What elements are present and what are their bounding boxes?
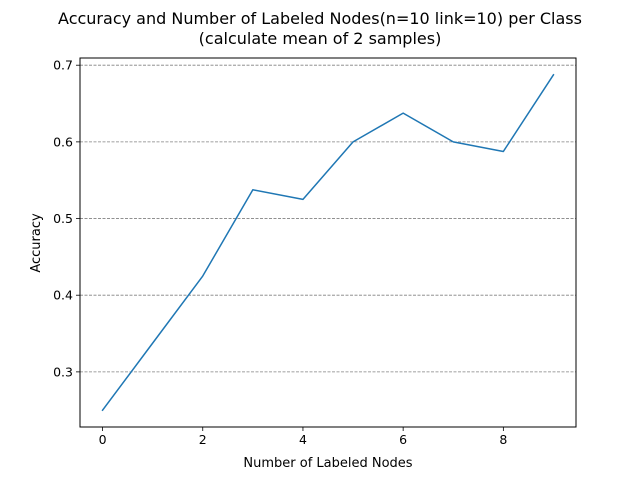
x-axis-label: Number of Labeled Nodes [243,456,412,471]
chart-title-line-1: Accuracy and Number of Labeled Nodes(n=1… [58,9,582,28]
y-tick-label: 0.6 [53,134,73,149]
y-tick-label: 0.5 [53,211,73,226]
y-tick-label: 0.4 [53,288,73,303]
x-tick-label: 6 [399,432,407,447]
x-tick-label: 4 [299,432,307,447]
y-tick-label: 0.3 [53,364,73,379]
grid-lines [80,64,576,373]
y-axis-ticks: 0.3 0.4 0.5 0.6 0.7 [53,58,80,379]
x-tick-label: 2 [199,432,207,447]
x-axis-ticks: 0 2 4 6 8 [99,427,507,447]
plot-area: 0 2 4 6 8 0.3 0.4 0.5 0.6 0.7 [53,57,577,447]
x-tick-label: 8 [499,432,507,447]
accuracy-series-line [101,73,555,412]
x-tick-label: 0 [99,432,107,447]
series-layer [101,73,555,412]
y-axis-label: Accuracy [29,213,44,273]
axes-frame [79,57,577,428]
y-tick-label: 0.7 [53,58,73,73]
chart-title-line-2: (calculate mean of 2 samples) [199,29,442,48]
